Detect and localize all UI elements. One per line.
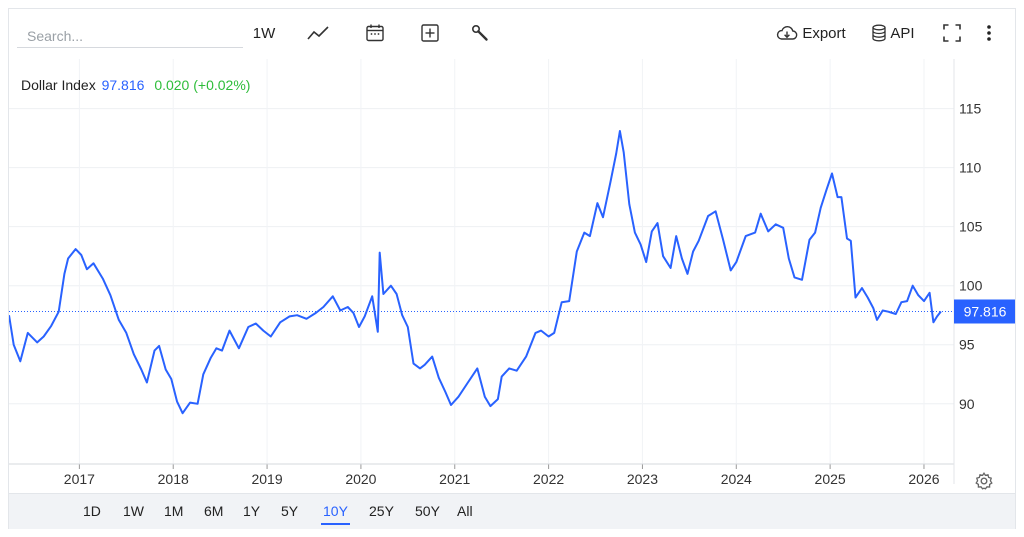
x-tick-label: 2022 bbox=[533, 471, 564, 487]
range-selector: 1D 1W 1M 6M 1Y 5Y 10Y 25Y 50Y All bbox=[9, 493, 1015, 529]
series-line bbox=[9, 130, 942, 415]
chart-settings-icon[interactable] bbox=[974, 471, 994, 491]
x-tick-label: 2019 bbox=[251, 471, 282, 487]
range-button-50y[interactable]: 50Y bbox=[415, 503, 440, 519]
range-button-10y[interactable]: 10Y bbox=[321, 501, 350, 525]
date-range-button[interactable] bbox=[362, 19, 388, 47]
cloud-download-icon bbox=[777, 25, 798, 40]
wrench-icon bbox=[471, 24, 488, 41]
x-tick-label: 2023 bbox=[627, 471, 658, 487]
x-tick-label: 2024 bbox=[721, 471, 752, 487]
range-button-25y[interactable]: 25Y bbox=[369, 503, 394, 519]
legend-last-value: 97.816 bbox=[101, 77, 145, 93]
y-tick-label: 95 bbox=[959, 337, 975, 353]
more-vertical-icon bbox=[987, 25, 991, 41]
last-value-badge bbox=[954, 299, 1015, 324]
interval-label: 1W bbox=[252, 24, 276, 42]
x-tick-label: 2021 bbox=[439, 471, 470, 487]
range-button-1d[interactable]: 1D bbox=[83, 503, 101, 519]
chart-legend: Dollar Index 97.816 0.020 (+0.02%) bbox=[21, 77, 250, 93]
x-tick-label: 2017 bbox=[64, 471, 95, 487]
api-label: API bbox=[890, 24, 915, 42]
y-tick-label: 105 bbox=[959, 219, 983, 235]
legend-symbol-name: Dollar Index bbox=[21, 77, 96, 93]
x-tick-label: 2020 bbox=[345, 471, 376, 487]
x-tick-label: 2025 bbox=[815, 471, 846, 487]
fullscreen-button[interactable] bbox=[939, 19, 965, 47]
chart-type-button[interactable] bbox=[304, 19, 332, 47]
range-button-1m[interactable]: 1M bbox=[164, 503, 184, 519]
chart-area[interactable]: 115 110 105 100 95 90 2017 2018 2019 2020 2021 2022… bbox=[9, 9, 1015, 493]
interval-button[interactable]: 1W bbox=[247, 19, 281, 47]
y-tick-label: 100 bbox=[959, 278, 983, 294]
api-button[interactable]: API bbox=[867, 19, 919, 47]
last-value-label: 97.816 bbox=[964, 303, 1007, 319]
search-input[interactable] bbox=[17, 25, 243, 48]
range-button-5y[interactable]: 5Y bbox=[281, 503, 299, 519]
database-icon bbox=[872, 24, 887, 42]
x-tick-label: 2026 bbox=[908, 471, 939, 487]
calendar-icon bbox=[366, 24, 384, 42]
export-label: Export bbox=[802, 24, 846, 42]
more-options-button[interactable] bbox=[979, 19, 999, 47]
x-tick-label: 2018 bbox=[158, 471, 189, 487]
y-tick-label: 90 bbox=[959, 396, 975, 412]
add-indicator-button[interactable] bbox=[417, 19, 443, 47]
range-button-all[interactable]: All bbox=[457, 503, 473, 519]
line-chart-icon bbox=[307, 26, 329, 40]
add-indicator-icon bbox=[421, 24, 439, 42]
y-tick-label: 110 bbox=[959, 160, 982, 176]
toolbar: 1W bbox=[9, 9, 1015, 57]
fullscreen-icon bbox=[943, 24, 961, 42]
range-button-1w[interactable]: 1W bbox=[123, 503, 144, 519]
settings-tools-button[interactable] bbox=[467, 19, 493, 47]
range-button-1y[interactable]: 1Y bbox=[243, 503, 261, 519]
export-button[interactable]: Export bbox=[771, 19, 851, 47]
chart-widget: 1W bbox=[8, 8, 1016, 529]
legend-change: 0.020 (+0.02%) bbox=[154, 77, 251, 93]
range-button-6m[interactable]: 6M bbox=[204, 503, 224, 519]
y-tick-label: 115 bbox=[959, 101, 982, 117]
